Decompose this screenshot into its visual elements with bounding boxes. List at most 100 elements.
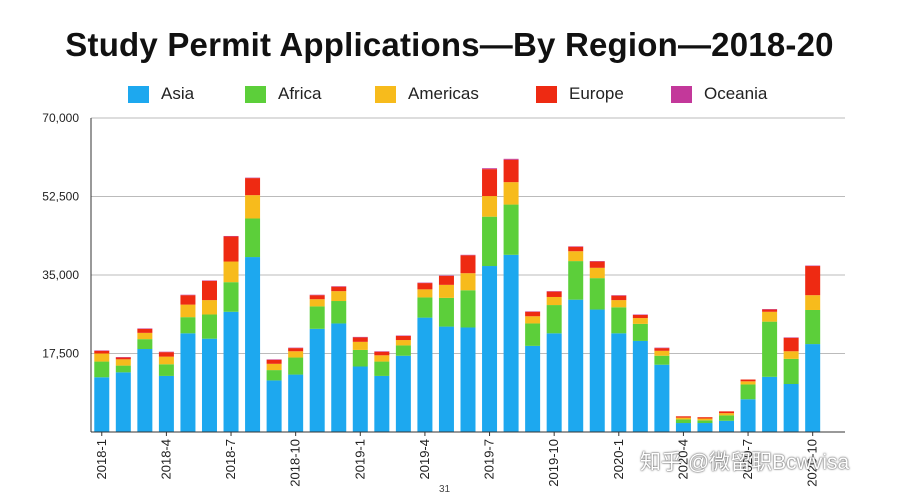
bar-segment-americas — [654, 350, 670, 356]
legend-item-europe: Europe — [536, 84, 624, 104]
bar-segment-africa — [654, 355, 670, 365]
bar-segment-africa — [266, 370, 282, 381]
bar-segment-americas — [180, 304, 196, 318]
bar-segment-asia — [158, 375, 174, 432]
y-tick-label: 70,000 — [42, 111, 79, 125]
bar-segment-africa — [137, 339, 153, 350]
x-tick-label: 2019-10 — [546, 439, 561, 487]
bar-segment-africa — [309, 306, 325, 329]
bar-segment-asia — [762, 376, 778, 432]
bar-segment-africa — [611, 307, 627, 334]
x-tick-label: 2019-7 — [482, 439, 497, 479]
bar-segment-africa — [546, 305, 562, 334]
bar-segment-africa — [719, 415, 735, 421]
bar-segment-africa — [525, 323, 541, 346]
bar-segment-europe — [503, 159, 519, 183]
bar-segment-africa — [245, 218, 261, 258]
bar-segment-africa — [395, 345, 411, 356]
bar-segment-americas — [331, 291, 347, 302]
bar-segment-africa — [460, 290, 476, 328]
bar-segment-europe — [180, 295, 196, 305]
bar-segment-asia — [546, 333, 562, 432]
bar-segment-americas — [697, 418, 713, 421]
legend-swatch — [245, 85, 266, 103]
legend-swatch — [671, 85, 692, 103]
bar-segment-africa — [482, 216, 498, 267]
bar-segment-africa — [201, 314, 217, 339]
bar-segment-americas — [395, 340, 411, 346]
bar-segment-europe — [546, 291, 562, 297]
bar-segment-asia — [266, 380, 282, 432]
legend-swatch — [128, 85, 149, 103]
bar-segment-americas — [568, 251, 584, 262]
bar-segment-americas — [438, 284, 454, 298]
bar-segment-africa — [589, 278, 605, 310]
bar-segment-asia — [245, 257, 261, 432]
bar-segment-americas — [503, 182, 519, 205]
bar-segment-africa — [568, 261, 584, 300]
x-tick-label: 2018-4 — [158, 439, 173, 479]
x-tick-label: 2020-10 — [805, 439, 820, 487]
bar-segment-europe — [374, 351, 390, 356]
y-tick-label: 17,500 — [42, 347, 79, 361]
bar-segment-europe — [245, 178, 261, 196]
bar-segment-europe — [482, 169, 498, 197]
bar-segment-africa — [223, 282, 239, 312]
legend-swatch — [375, 85, 396, 103]
watermark: 知乎 @微留职Bcwvisa — [640, 451, 850, 474]
bar-segment-americas — [546, 296, 562, 306]
legend-label: Americas — [408, 84, 479, 103]
bar-segment-europe — [783, 337, 799, 352]
bar-segment-americas — [137, 332, 153, 340]
bar-segment-americas — [632, 318, 648, 324]
bar-segment-africa — [740, 384, 756, 400]
bar-segment-americas — [223, 261, 239, 283]
bar-segment-europe — [632, 314, 648, 319]
bar-segment-americas — [460, 273, 476, 291]
bar-segment-asia — [589, 309, 605, 432]
bar-segment-asia — [783, 384, 799, 432]
bar-segment-asia — [309, 328, 325, 432]
bar-segment-oceania — [482, 168, 498, 170]
bar-segment-asia — [568, 299, 584, 432]
bar-segment-africa — [697, 420, 713, 424]
bar-segment-europe — [201, 280, 217, 301]
bar-segment-europe — [158, 352, 174, 357]
x-tick-label: 2019-4 — [417, 439, 432, 479]
bar-segment-africa — [438, 297, 454, 327]
bar-segment-americas — [611, 300, 627, 308]
bar-segment-americas — [482, 196, 498, 217]
bar-segment-africa — [180, 317, 196, 334]
bar-segment-europe — [417, 283, 433, 290]
bar-segment-asia — [632, 340, 648, 432]
bar-segment-africa — [94, 361, 110, 378]
x-tick-label: 2020-7 — [740, 439, 755, 479]
legend-item-oceania: Oceania — [671, 84, 767, 104]
bar-segment-oceania — [503, 158, 519, 160]
bar-segment-americas — [115, 359, 131, 366]
bar-segment-europe — [675, 416, 691, 418]
bar-segment-asia — [525, 345, 541, 432]
bar-segment-europe — [611, 295, 627, 301]
bar-segment-americas — [266, 363, 282, 371]
bar-segment-africa — [632, 323, 648, 341]
bar-segment-americas — [783, 351, 799, 359]
bar-segment-americas — [762, 311, 778, 322]
bar-segment-americas — [94, 353, 110, 362]
page-number: 31 — [439, 484, 451, 495]
bar-segment-americas — [352, 341, 368, 350]
bar-segment-europe — [288, 348, 304, 352]
bar-segment-asia — [654, 364, 670, 432]
bar-segment-europe — [438, 275, 454, 285]
y-tick-label: 52,500 — [42, 190, 79, 204]
bar-segment-africa — [331, 301, 347, 324]
bar-segment-americas — [309, 299, 325, 307]
bar-segment-asia — [438, 326, 454, 432]
bar-segment-africa — [783, 358, 799, 385]
x-tick-label: 2020-1 — [611, 439, 626, 479]
bar-segment-asia — [180, 333, 196, 432]
bar-segment-europe — [568, 246, 584, 252]
bar-segment-americas — [675, 417, 691, 420]
bar-segment-asia — [288, 374, 304, 432]
bar-segment-americas — [525, 316, 541, 324]
